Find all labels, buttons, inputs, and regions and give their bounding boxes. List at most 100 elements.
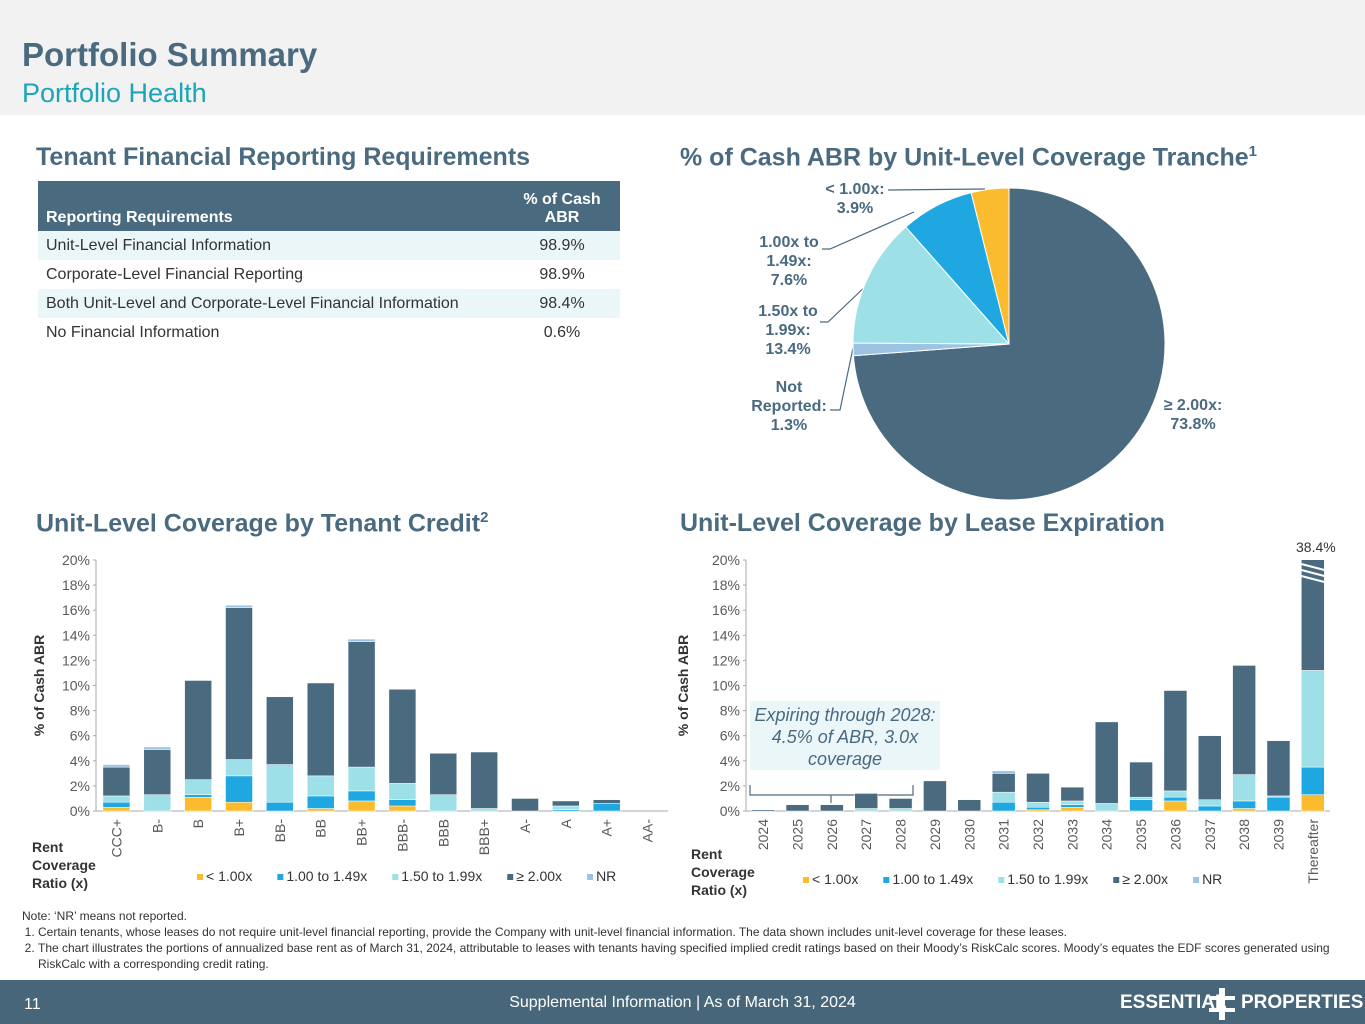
bar-segment — [1163, 796, 1188, 802]
axis-break — [1301, 563, 1325, 583]
bar-segment — [1060, 786, 1085, 802]
x-tick-label: B+ — [231, 819, 247, 837]
x-tick-label: B — [190, 819, 206, 828]
annotation-box — [750, 701, 940, 770]
y-tick-label: 4% — [720, 753, 740, 769]
bar-segment — [1232, 774, 1256, 802]
x-tick-label: BBB- — [394, 819, 410, 852]
y-axis-label: % of Cash ABR — [31, 635, 47, 736]
chart-title: % of Cash ABR by Unit-Level Coverage Tra… — [680, 143, 1257, 172]
bar-segment — [184, 796, 212, 812]
bar-segment — [306, 775, 335, 797]
bar-segment — [102, 764, 131, 768]
logo-text: ESSENTIAL — [1120, 992, 1227, 1013]
y-tick-label: 20% — [62, 552, 90, 568]
leader-line — [830, 347, 854, 411]
bar-segment — [184, 680, 212, 780]
bar-segment — [225, 604, 253, 608]
x-tick-label: 2033 — [1064, 819, 1080, 850]
y-tick-label: 8% — [720, 703, 740, 719]
x-tick-label: BB — [313, 819, 329, 838]
legend-label: 1.50 to 1.99x — [401, 868, 482, 884]
bar-segment — [552, 805, 580, 810]
bar-segment — [1060, 804, 1085, 808]
x-tick-label: 2038 — [1236, 819, 1252, 850]
x-tick-label: 2029 — [927, 819, 943, 850]
bars — [751, 560, 1325, 812]
bar-segment — [388, 805, 417, 812]
legend-swatch — [1113, 877, 1120, 883]
legend-label: NR — [596, 868, 616, 884]
slice-label: 1.50x to 1.99x: 13.4% — [750, 302, 826, 359]
slice-name: 1.50x to 1.99x: — [758, 303, 818, 339]
legend-label: ≥ 2.00x — [1122, 871, 1168, 887]
title-text: % of Cash ABR by Unit-Level Coverage Tra… — [680, 143, 1249, 172]
bar-segment — [1163, 690, 1188, 792]
table-title: Tenant Financial Reporting Requirements — [36, 143, 531, 171]
x-tick-label: B- — [149, 819, 165, 833]
logo-icon — [1209, 988, 1235, 1020]
bar-segment — [388, 689, 417, 784]
notes: Note: ‘NR’ means not reported. Certain t… — [22, 908, 1342, 972]
pie-slice — [852, 226, 1011, 345]
bars — [102, 604, 621, 812]
page-number: 11 — [24, 996, 41, 1013]
title-text: Unit-Level Coverage by Tenant Credit — [36, 509, 481, 538]
bar-segment — [1266, 740, 1291, 797]
total-label: 38.4% — [1296, 539, 1336, 555]
bar-segment — [184, 794, 212, 798]
legend-swatch — [392, 874, 399, 880]
legend-label: 1.00 to 1.49x — [892, 871, 973, 887]
bar-segment — [184, 779, 212, 795]
column-header: % of Cash ABR — [504, 181, 620, 231]
bar-segment — [347, 766, 376, 792]
bar-segment — [1026, 801, 1050, 808]
y-tick-label: 14% — [62, 627, 90, 643]
bar-segment — [552, 800, 580, 807]
annotation: Expiring through 2028: 4.5% of ABR, 3.0x… — [754, 705, 936, 769]
bracket — [749, 785, 914, 803]
bar-segment — [143, 746, 172, 750]
bar-segment — [266, 696, 294, 765]
legend-swatch — [998, 877, 1005, 883]
bar-segment — [991, 791, 1016, 803]
footnote-mark: 1 — [1248, 143, 1257, 160]
bar-segment — [1301, 794, 1325, 812]
legend-label: ≥ 2.00x — [516, 868, 562, 884]
x-tick-label: 2024 — [755, 819, 771, 850]
bar-segment — [1026, 806, 1050, 810]
chart-title: Unit-Level Coverage by Tenant Credit2 — [36, 509, 488, 538]
y-tick-label: 0% — [70, 803, 90, 819]
bar-segment — [1163, 790, 1188, 798]
legend-swatch — [587, 874, 594, 880]
cell: Corporate-Level Financial Reporting — [46, 265, 304, 283]
bar-segment — [429, 794, 458, 812]
x-tick-label: 2031 — [996, 819, 1012, 850]
bar-segment — [1094, 803, 1119, 812]
cell: Unit-Level Financial Information — [38, 231, 504, 260]
bar-segment — [347, 790, 376, 802]
x-axis-label: Rent Coverage Ratio (x) — [691, 846, 755, 898]
slice-label: ≥ 2.00x: 73.8% — [1143, 396, 1243, 434]
bar-segment — [347, 800, 376, 812]
leader-line — [822, 211, 915, 250]
note: The chart illustrates the portions of an… — [38, 940, 1342, 972]
bar-segment — [991, 770, 1016, 774]
slice-value: 73.8% — [1170, 416, 1216, 433]
legend-label: < 1.00x — [206, 868, 252, 884]
bar-segment — [225, 775, 253, 803]
y-tick-label: 16% — [62, 602, 90, 618]
x-tick-label: A — [558, 818, 574, 828]
legend-label: NR — [1202, 871, 1222, 887]
bar-segment — [991, 773, 1016, 793]
x-tick-label: BBB+ — [476, 819, 492, 855]
x-tick-label: 2027 — [858, 819, 874, 850]
bar-segment — [1232, 808, 1256, 812]
cell: No Financial Information — [46, 323, 220, 341]
x-tick-label: 2037 — [1202, 819, 1218, 850]
page-title: Portfolio Summary — [22, 36, 318, 73]
bar-segment — [266, 801, 294, 812]
bar-segment — [429, 753, 458, 795]
